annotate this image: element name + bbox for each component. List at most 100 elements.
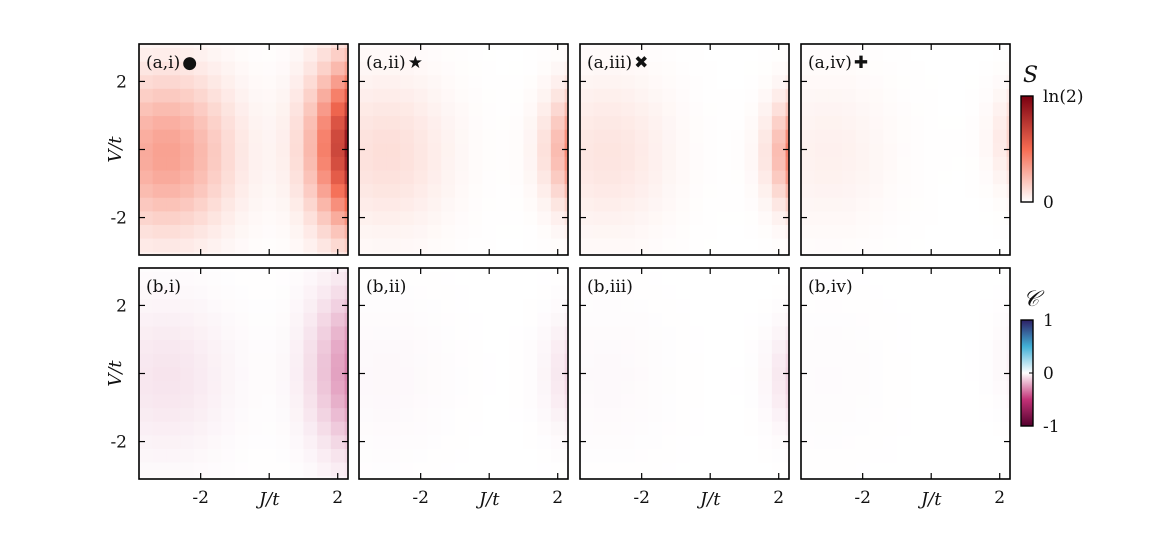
heatmap-cell xyxy=(139,156,154,171)
heatmap-cell xyxy=(139,101,154,117)
heatmap-cell xyxy=(180,339,195,354)
heatmap-cell xyxy=(869,421,884,436)
heatmap-cell xyxy=(550,115,566,130)
heatmap-cell xyxy=(289,251,305,255)
heatmap-cell xyxy=(509,47,525,62)
heatmap-cell xyxy=(828,129,843,144)
heatmap-cell xyxy=(951,285,967,300)
heatmap-cell xyxy=(992,312,1008,327)
heatmap-cell xyxy=(372,448,387,463)
heatmap-cell xyxy=(634,129,650,144)
heatmap-cell xyxy=(924,407,939,422)
heatmap-cell xyxy=(413,74,429,89)
heatmap-cell xyxy=(771,421,787,436)
heatmap-cell xyxy=(344,448,348,463)
heatmap-cell xyxy=(951,393,967,409)
heatmap-cell xyxy=(359,197,374,212)
heatmap-cell xyxy=(675,61,691,76)
heatmap-cell xyxy=(648,353,663,368)
heatmap-cell xyxy=(744,115,759,130)
heatmap-cell xyxy=(234,366,250,381)
heatmap-cell xyxy=(276,461,291,477)
heatmap-cell xyxy=(550,339,566,354)
heatmap-cell xyxy=(855,285,871,300)
heatmap-cell xyxy=(359,434,374,449)
heatmap-cell xyxy=(234,339,250,354)
heatmap-cell xyxy=(855,421,871,436)
heatmap-cell xyxy=(221,61,236,76)
heatmap-cell xyxy=(730,88,746,103)
heatmap-cell xyxy=(482,129,497,144)
heatmap-cell xyxy=(924,448,939,463)
heatmap-cell xyxy=(289,115,305,130)
heatmap-cell xyxy=(152,169,167,185)
heatmap-cell xyxy=(662,237,677,253)
heatmap-cell xyxy=(180,475,195,479)
heatmap-cell xyxy=(580,285,595,300)
heatmap-cell xyxy=(744,47,759,62)
heatmap-cell xyxy=(1020,47,1034,61)
heatmap-cell xyxy=(180,156,195,171)
heatmap-cell xyxy=(523,142,538,157)
heatmap-cell xyxy=(896,88,912,103)
heatmap-cell xyxy=(648,393,663,409)
heatmap-cell xyxy=(785,251,789,255)
heatmap-cell xyxy=(607,101,622,117)
heatmap-cell xyxy=(344,156,348,171)
heatmap-cell xyxy=(938,74,953,89)
heatmap-cell xyxy=(413,101,429,117)
heatmap-cell xyxy=(785,237,789,253)
heatmap-cell xyxy=(537,407,552,422)
heatmap-cell xyxy=(482,47,497,62)
heatmap-cell xyxy=(771,380,787,395)
heatmap-cells xyxy=(139,44,348,255)
heatmap-cell xyxy=(992,47,1008,62)
heatmap-cell xyxy=(814,197,829,212)
heatmap-cell xyxy=(317,47,332,62)
heatmap-cell xyxy=(814,434,829,449)
heatmap-cell xyxy=(758,393,773,409)
heatmap-cell xyxy=(896,475,912,479)
heatmap-cell xyxy=(842,251,857,255)
heatmap-cell xyxy=(289,101,305,117)
heatmap-cell xyxy=(496,461,511,477)
heatmap-cell xyxy=(744,461,759,477)
heatmap-cell xyxy=(924,393,939,409)
heatmap-cell xyxy=(580,74,595,89)
heatmap-cell xyxy=(400,461,415,477)
heatmap-cell xyxy=(221,421,236,436)
heatmap-cell xyxy=(317,285,332,300)
heatmap-cell xyxy=(523,325,538,341)
heatmap-cell xyxy=(207,142,222,157)
y-axis-title: V/t xyxy=(105,136,126,163)
heatmap-cell xyxy=(842,169,857,185)
heatmap-cell xyxy=(924,197,939,212)
heatmap-cell xyxy=(454,183,470,198)
heatmap-cell xyxy=(896,251,912,255)
heatmap-cell xyxy=(979,298,994,313)
heatmap-cell xyxy=(359,251,374,255)
heatmap-cell xyxy=(468,115,483,130)
heatmap-cell xyxy=(842,434,857,449)
heatmap-cell xyxy=(828,183,843,198)
heatmap-cell xyxy=(992,142,1008,157)
heatmap-cell xyxy=(730,61,746,76)
heatmap-cell xyxy=(344,353,348,368)
heatmap-cell xyxy=(248,47,263,62)
heatmap-cell xyxy=(771,156,787,171)
heatmap-cell xyxy=(580,224,595,239)
heatmap-cell xyxy=(359,339,374,354)
heatmap-cell xyxy=(386,251,401,255)
heatmap-cell xyxy=(276,366,291,381)
heatmap-cell xyxy=(166,224,181,239)
heatmap-cell xyxy=(828,101,843,117)
heatmap-cell xyxy=(468,197,483,212)
heatmap-cell xyxy=(537,353,552,368)
heatmap-cell xyxy=(441,210,456,225)
panel-marker: ★ xyxy=(408,53,423,73)
heatmap-cell xyxy=(992,61,1008,76)
heatmap-cell xyxy=(330,285,346,300)
heatmap-cell xyxy=(221,156,236,171)
heatmap-cell xyxy=(468,156,483,171)
heatmap-cell xyxy=(1034,143,1048,157)
